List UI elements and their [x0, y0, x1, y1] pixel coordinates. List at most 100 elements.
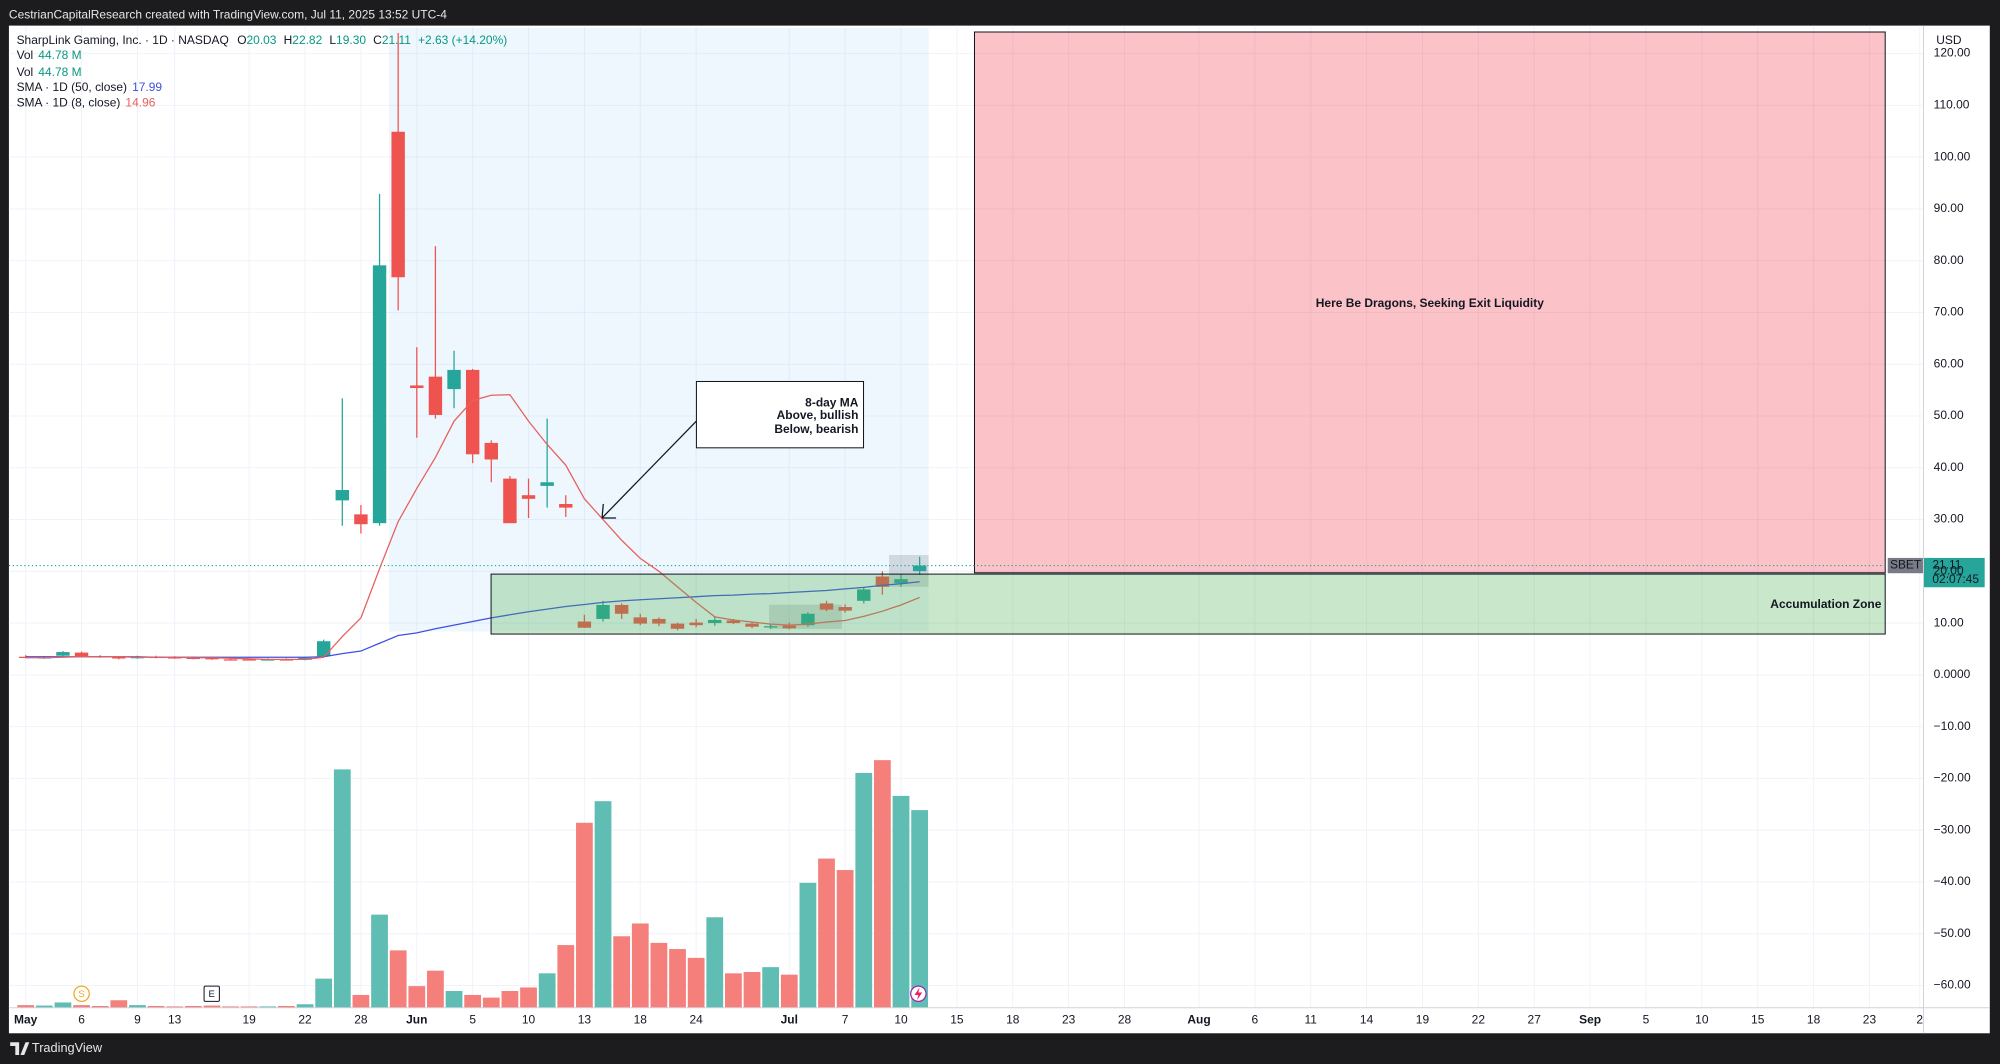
event-icon[interactable]	[203, 985, 220, 1002]
volume-bar	[203, 1005, 221, 1008]
ohlc-label: C	[373, 33, 382, 47]
candle-body	[875, 576, 890, 587]
candle-body	[819, 603, 834, 610]
callout-box	[695, 380, 865, 449]
volume-bar	[371, 914, 388, 1008]
volume-bar	[520, 987, 537, 1008]
volume-bar	[427, 970, 444, 1008]
volume-bar	[129, 1005, 146, 1008]
volume-bar	[874, 760, 891, 1008]
candle-body	[596, 604, 610, 619]
x-tick-label: 10	[894, 1013, 908, 1027]
volume-bar	[54, 1002, 72, 1008]
legend-name: SMA · 1D (8, close)	[17, 96, 121, 110]
volume-bar	[222, 1006, 239, 1008]
y-tick-label: −10.00	[1934, 719, 1971, 733]
x-tick-label: 15	[1751, 1013, 1765, 1027]
x-tick-label: 5	[1643, 1013, 1650, 1027]
candle-body	[447, 369, 461, 390]
legend-value: 14.96	[125, 96, 155, 110]
legend-name: Vol	[17, 48, 34, 62]
change: +2.63 (+14.20%)	[418, 33, 507, 47]
volume-bar	[818, 858, 835, 1008]
legend-value: 17.99	[132, 80, 162, 94]
brand: TradingView	[10, 1040, 103, 1055]
grid	[8, 25, 1924, 1008]
candle-body	[577, 621, 592, 628]
y-tick-label: −20.00	[1934, 771, 1971, 785]
volume-bar	[743, 972, 761, 1008]
y-tick-label: 30.00	[1934, 512, 1964, 526]
x-tick-label: Jun	[406, 1013, 427, 1027]
event-label: S	[78, 989, 84, 1000]
ohlc-label: O	[237, 33, 246, 47]
event-icon[interactable]	[73, 985, 90, 1003]
candle-body	[465, 369, 480, 455]
x-tick-label: 7	[842, 1013, 849, 1027]
y-tick-label: −60.00	[1934, 978, 1971, 992]
volume-bar	[445, 990, 463, 1008]
x-tick-label: 5	[469, 1013, 476, 1027]
candle-body	[316, 641, 331, 657]
volume-bar	[17, 1005, 35, 1008]
volume-bar	[706, 917, 724, 1008]
volume-bar	[892, 795, 910, 1008]
y-tick-label: 40.00	[1934, 460, 1964, 474]
y-tick-label: 100.00	[1934, 149, 1971, 163]
volume-bar	[557, 945, 575, 1008]
candle-body	[689, 622, 703, 626]
x-tick-label: 19	[1416, 1013, 1430, 1027]
candle-body	[242, 659, 256, 661]
volume-bar	[278, 1005, 295, 1008]
legend-row: SMA · 1D (8, close) 14.96	[17, 96, 156, 110]
candle-body	[838, 607, 852, 611]
y-tick-label: −30.00	[1934, 822, 1971, 836]
candle-body	[74, 652, 89, 657]
legend-name: SMA · 1D (50, close)	[17, 80, 127, 94]
event-glyph	[914, 987, 923, 1001]
candle-body	[205, 657, 219, 660]
volume-bar	[911, 810, 929, 1008]
volume-bar	[296, 1004, 314, 1008]
volume-bar	[35, 1005, 53, 1008]
candle-body	[782, 625, 796, 629]
y-tick-label: 70.00	[1934, 305, 1964, 319]
legend-row: SMA · 1D (50, close) 17.99	[17, 80, 163, 94]
y-tick-label: 80.00	[1934, 253, 1964, 267]
legend-name: Vol	[17, 65, 34, 79]
indicators	[25, 394, 920, 660]
callout-line: 8-day MA	[805, 395, 859, 409]
volume-bar	[240, 1006, 258, 1008]
candle-body	[652, 618, 666, 624]
candle-body	[484, 442, 498, 460]
x-tick-label: 22	[1472, 1013, 1486, 1027]
price-tag	[1923, 557, 1985, 588]
legend-row: Vol 44.78 M	[17, 48, 82, 62]
green-zone-label: Accumulation Zone	[1770, 597, 1881, 611]
volume	[17, 760, 929, 1008]
x-tick-label: May	[14, 1013, 38, 1027]
volume-bar	[352, 994, 370, 1008]
volume-bar	[613, 936, 631, 1008]
volume-bar	[687, 957, 705, 1008]
green-zone	[490, 573, 1886, 635]
y-tick-label: 10.00	[1934, 615, 1964, 629]
volume-bar	[762, 967, 780, 1008]
date-range	[389, 28, 929, 632]
candle-body	[112, 657, 126, 659]
y-tick-label: 50.00	[1934, 408, 1964, 422]
symbol-label: SBET	[1890, 558, 1922, 572]
volume-bar	[482, 997, 500, 1008]
volume-bar	[259, 1006, 277, 1008]
volume-bar	[780, 974, 798, 1008]
callout-arrow	[601, 420, 697, 519]
brand-name: TradingView	[32, 1040, 103, 1055]
ohlc-label: H	[284, 33, 293, 47]
candle-body	[670, 623, 685, 629]
candle-body	[354, 514, 368, 525]
ohlc-value: 20.03	[247, 33, 277, 47]
volume-bar	[166, 1006, 184, 1008]
volume-bar	[110, 1000, 128, 1008]
